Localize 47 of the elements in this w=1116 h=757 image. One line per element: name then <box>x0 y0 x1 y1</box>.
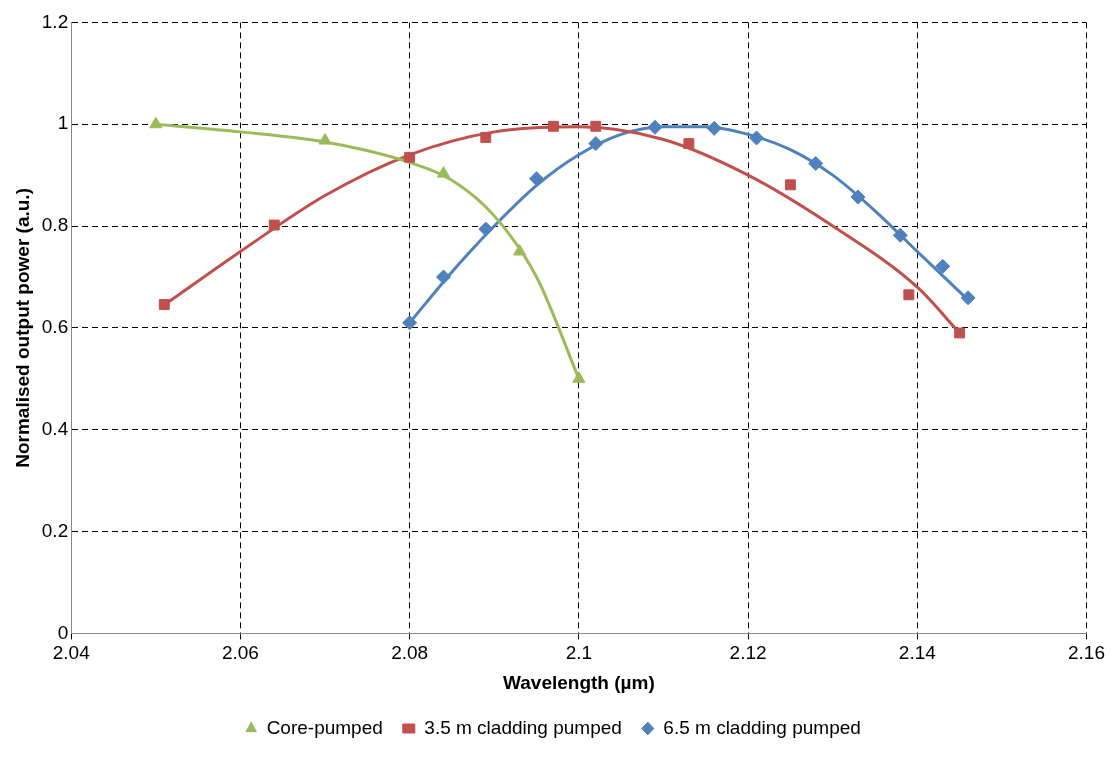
x-tick-label: 2.04 <box>52 642 91 664</box>
point <box>954 327 966 339</box>
point <box>892 227 908 243</box>
y-tick-label: 0 <box>57 621 69 643</box>
point <box>590 120 602 132</box>
point <box>513 244 527 256</box>
y-tick-label: 0.4 <box>41 417 69 439</box>
point <box>572 371 586 383</box>
x-axis-title: Wavelength (µm) <box>503 671 655 693</box>
point <box>404 151 416 163</box>
x-tick-label: 2.14 <box>898 642 937 664</box>
point <box>402 315 418 331</box>
point <box>436 166 451 178</box>
point <box>647 119 663 135</box>
x-tick-label: 2.16 <box>1068 642 1105 664</box>
point <box>784 179 796 191</box>
point <box>588 136 604 152</box>
point <box>318 133 332 145</box>
point <box>903 289 915 301</box>
x-tick-label: 2.06 <box>221 642 259 664</box>
point <box>850 189 866 205</box>
point <box>158 299 170 310</box>
point <box>749 130 765 146</box>
y-tick-label: 1.2 <box>41 10 69 32</box>
point <box>706 120 722 136</box>
legend-label: 3.5 m cladding pumped <box>424 716 622 738</box>
point <box>529 171 545 187</box>
point <box>935 258 951 274</box>
y-axis-title: Normalised output power (a.u.) <box>11 188 33 468</box>
point <box>683 138 695 150</box>
legend-label: 6.5 m cladding pumped <box>663 716 861 738</box>
point <box>268 219 280 231</box>
point <box>548 120 559 132</box>
x-tick-label: 2.08 <box>391 642 429 664</box>
y-tick-label: 1 <box>57 112 69 134</box>
y-tick-label: 0.6 <box>41 316 69 338</box>
point <box>480 132 492 143</box>
legend-label: Core-pumped <box>266 716 383 738</box>
x-tick-label: 2.1 <box>565 642 593 664</box>
x-tick-label: 2.12 <box>729 642 767 664</box>
point <box>478 221 494 237</box>
point <box>960 290 976 306</box>
point <box>435 269 451 285</box>
point <box>808 155 824 171</box>
point <box>149 116 163 129</box>
y-tick-label: 0.8 <box>41 214 69 236</box>
y-tick-label: 0.2 <box>41 519 69 541</box>
